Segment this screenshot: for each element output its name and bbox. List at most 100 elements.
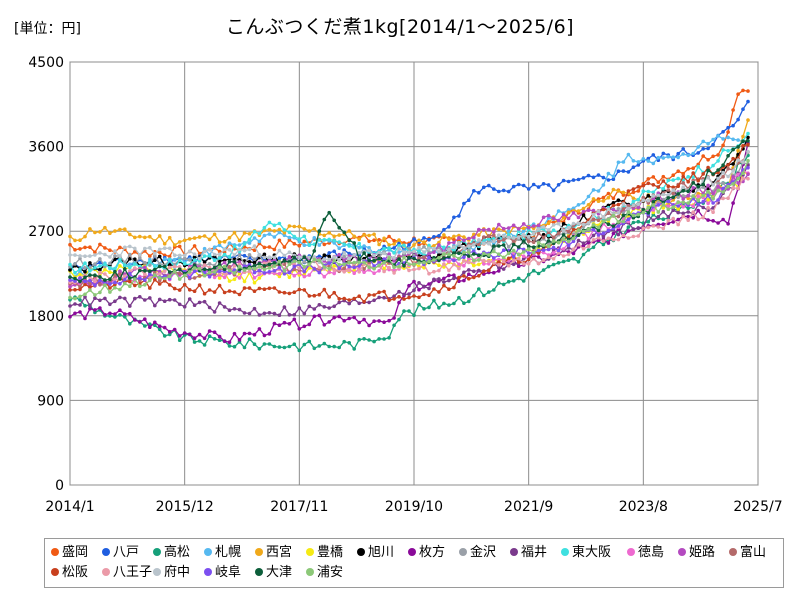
- data-point: [162, 276, 167, 281]
- data-point: [222, 264, 227, 269]
- data-point: [98, 242, 102, 247]
- data-point: [292, 317, 297, 322]
- data-point: [671, 185, 675, 190]
- data-point: [427, 293, 431, 298]
- data-point: [631, 165, 636, 169]
- data-point: [192, 289, 197, 294]
- data-point: [492, 239, 496, 243]
- data-point: [686, 175, 690, 179]
- data-point: [367, 246, 371, 250]
- data-point: [287, 235, 292, 240]
- data-point: [227, 289, 232, 293]
- data-point: [128, 304, 132, 308]
- data-point: [631, 190, 636, 195]
- data-point: [257, 347, 262, 351]
- data-point: [143, 261, 147, 265]
- data-point: [561, 237, 566, 241]
- data-point: [277, 230, 282, 235]
- data-point: [297, 287, 302, 292]
- data-point: [128, 322, 132, 326]
- data-point: [427, 282, 431, 286]
- data-point: [511, 184, 516, 189]
- data-point: [332, 271, 337, 276]
- data-point: [591, 245, 596, 250]
- data-point: [711, 197, 715, 201]
- data-point: [691, 216, 695, 220]
- data-point: [706, 183, 710, 188]
- data-point: [242, 286, 247, 290]
- data-point: [167, 329, 172, 334]
- data-point: [302, 288, 307, 292]
- data-point: [716, 176, 720, 181]
- data-point: [741, 144, 745, 148]
- data-point: [437, 306, 441, 310]
- data-point: [611, 224, 616, 228]
- data-point: [277, 248, 282, 253]
- data-point: [711, 210, 715, 214]
- data-point: [347, 244, 352, 248]
- data-point: [277, 274, 282, 279]
- data-point: [492, 230, 496, 234]
- data-point: [576, 238, 581, 243]
- data-point: [611, 231, 616, 236]
- data-point: [736, 172, 740, 177]
- data-point: [536, 185, 541, 189]
- data-point: [302, 342, 307, 347]
- data-point: [716, 181, 720, 186]
- data-point: [621, 160, 626, 164]
- data-point: [656, 155, 661, 160]
- data-point: [671, 155, 675, 159]
- data-point: [526, 187, 531, 191]
- data-point: [606, 241, 611, 245]
- data-point: [457, 251, 461, 255]
- data-point: [143, 246, 147, 251]
- data-point: [521, 247, 526, 252]
- data-point: [696, 198, 700, 202]
- data-point: [636, 197, 641, 202]
- data-point: [636, 160, 641, 164]
- data-point: [646, 205, 651, 210]
- data-point: [257, 276, 262, 280]
- data-point: [501, 282, 506, 287]
- data-point: [327, 270, 332, 274]
- data-point: [581, 241, 586, 245]
- data-point: [202, 270, 207, 275]
- data-point: [227, 259, 232, 264]
- data-point: [148, 260, 152, 264]
- data-point: [387, 234, 391, 239]
- data-point: [417, 249, 421, 253]
- data-point: [551, 239, 556, 243]
- data-point: [397, 238, 401, 242]
- data-point: [367, 300, 371, 305]
- data-point: [287, 230, 292, 235]
- data-point: [217, 259, 222, 264]
- data-point: [551, 223, 556, 227]
- data-point: [352, 268, 357, 273]
- data-point: [531, 182, 536, 187]
- x-tick-label: 2023/8: [619, 499, 668, 515]
- data-point: [143, 317, 147, 322]
- data-point: [83, 303, 87, 308]
- data-point: [272, 286, 277, 290]
- data-point: [661, 209, 666, 214]
- legend-marker: [51, 567, 59, 576]
- data-point: [217, 334, 222, 339]
- data-point: [297, 348, 302, 353]
- data-point: [686, 201, 690, 205]
- data-point: [227, 236, 232, 240]
- data-point: [182, 261, 187, 266]
- data-point: [721, 148, 725, 152]
- data-point: [452, 262, 456, 267]
- data-point: [501, 234, 506, 238]
- data-point: [566, 226, 571, 230]
- data-point: [143, 272, 147, 277]
- data-point: [317, 254, 322, 259]
- data-point: [327, 320, 332, 324]
- data-point: [721, 163, 725, 167]
- data-point: [357, 260, 362, 265]
- data-point: [561, 212, 566, 217]
- data-point: [362, 300, 366, 304]
- data-point: [307, 322, 312, 327]
- data-point: [656, 203, 661, 207]
- data-point: [402, 250, 406, 255]
